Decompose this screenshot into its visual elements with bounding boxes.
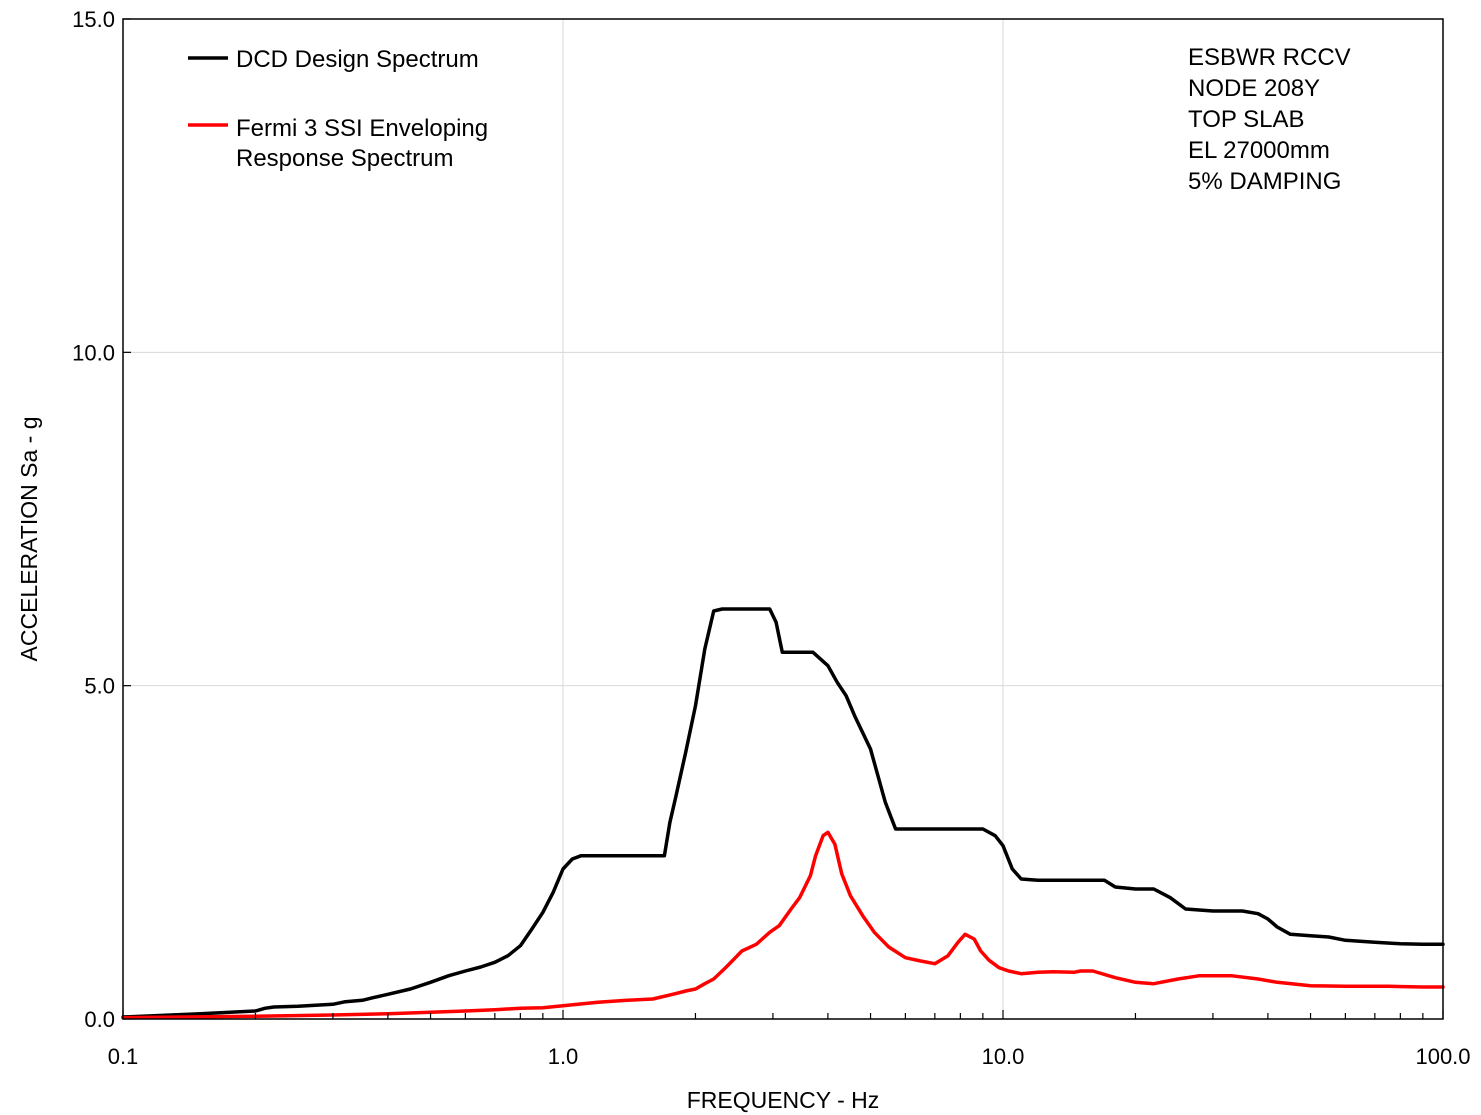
legend-label-fermi: Fermi 3 SSI Enveloping Response Spectrum	[236, 115, 488, 172]
legend-label-dcd: DCD Design Spectrum	[236, 46, 479, 73]
x-tick-label: 0.1	[108, 1044, 139, 1069]
x-tick-label: 1.0	[548, 1044, 579, 1069]
y-tick-label: 5.0	[84, 674, 115, 699]
annotation-line: NODE 208Y	[1188, 75, 1320, 102]
y-axis-title: ACCELERATION Sa - g	[16, 417, 42, 662]
axis-ticks: 0.0 5.0 10.0 15.0 0.1 1.0 10.0 100.0	[72, 7, 1470, 1069]
annotation-line: 5% DAMPING	[1188, 168, 1341, 195]
x-axis-title: FREQUENCY - Hz	[687, 1087, 880, 1113]
series-line-1	[121, 830, 1445, 1020]
annotation-line: EL 27000mm	[1188, 137, 1330, 164]
annotation-line: TOP SLAB	[1188, 106, 1305, 133]
annotation-line: ESBWR RCCV	[1188, 44, 1351, 71]
plot-area-frame	[122, 18, 1444, 1020]
y-tick-label: 15.0	[72, 7, 115, 32]
y-tick-label: 10.0	[72, 340, 115, 365]
y-tick-label: 0.0	[84, 1007, 115, 1032]
chart-annotation: ESBWR RCCV NODE 208Y TOP SLAB EL 27000mm 5% …	[1188, 44, 1351, 195]
x-tick-label: 100.0	[1415, 1044, 1470, 1069]
x-tick-label: 10.0	[982, 1044, 1025, 1069]
gridlines	[123, 19, 1443, 1019]
legend: DCD Design Spectrum Fermi 3 SSI Envelopi…	[188, 46, 488, 172]
series-lines	[121, 607, 1445, 1020]
series-line-0	[121, 607, 1445, 1019]
